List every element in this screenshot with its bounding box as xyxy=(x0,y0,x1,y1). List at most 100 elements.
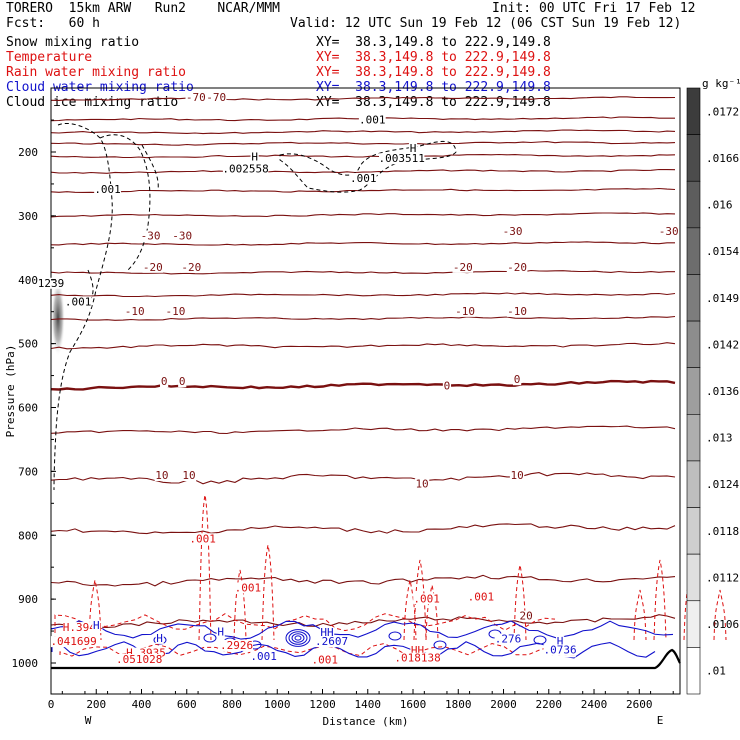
temperature-label: 20 xyxy=(520,610,533,623)
x-tick-label: 2600 xyxy=(626,698,653,711)
rain-label-bg xyxy=(394,652,441,664)
x-tick-label: 2400 xyxy=(581,698,608,711)
rain-label: .001 xyxy=(468,590,495,603)
colorbar-segment xyxy=(686,320,701,368)
y-tick-label: 600 xyxy=(18,402,38,415)
x-tick-label: 0 xyxy=(48,698,55,711)
temperature-contour xyxy=(50,168,676,174)
colorbar-segment xyxy=(686,460,701,508)
temperature-contour xyxy=(50,153,676,159)
temperature-contour xyxy=(50,614,676,629)
temperature-contour xyxy=(50,292,676,298)
cloud-water-label: .0736 xyxy=(544,643,577,656)
ice-label: .003511 xyxy=(379,152,425,165)
field-xy-rain: XY= 38.3,149.8 to 222.9,149.8 xyxy=(316,65,551,80)
ice-label-bg xyxy=(222,163,269,175)
rain-label-bg xyxy=(467,591,495,603)
temperature-contour xyxy=(50,129,676,135)
temperature-label: 0 xyxy=(514,373,521,386)
temperature-label-bg xyxy=(414,478,430,490)
cloud-water-label-bg xyxy=(319,627,335,639)
temperature-label-bg xyxy=(185,91,207,103)
x-tick-label: 800 xyxy=(222,698,242,711)
colorbar-segment xyxy=(686,227,701,275)
cloud-water-contour xyxy=(288,631,308,645)
y-tick-label: 800 xyxy=(18,529,38,542)
cloud-water-label: .001 xyxy=(250,650,277,663)
rain-label: .001 xyxy=(235,581,262,594)
temperature-label: -10 xyxy=(125,305,145,318)
colorbar-tick-label: .0118 xyxy=(706,525,739,538)
header-valid: Valid: 12 UTC Sun 19 Feb 12 (06 CST Sun … xyxy=(290,16,682,31)
temperature-label-bg xyxy=(509,470,525,482)
cloud-water-contour xyxy=(388,631,402,641)
endpoint-east: E xyxy=(657,714,664,727)
colorbar-unit: g kg⁻¹ xyxy=(702,77,740,90)
y-axis-label: Pressure (hPa) xyxy=(4,345,17,438)
temperature-label-bg xyxy=(454,305,476,317)
colorbar-segment xyxy=(686,180,701,229)
y-tick-label: 1000 xyxy=(12,657,39,670)
rain-label: .051028 xyxy=(116,653,162,666)
colorbar-tick-label: .0142 xyxy=(706,338,739,351)
colorbar-segment xyxy=(686,414,701,462)
temperature-label: -20 xyxy=(507,261,527,274)
cloud-water-label: HH xyxy=(320,626,333,639)
temperature-label-bg xyxy=(452,261,474,273)
temperature-contour xyxy=(50,379,676,391)
colorbar-tick-label: .013 xyxy=(706,432,733,445)
ice-label: .002558 xyxy=(222,162,268,175)
cloud-water-contour xyxy=(291,633,305,643)
temperature-label-bg xyxy=(506,305,528,317)
x-tick-label: 600 xyxy=(177,698,197,711)
field-xy-snow: XY= 38.3,149.8 to 222.9,149.8 xyxy=(316,35,551,50)
snow-contour xyxy=(99,134,151,271)
temperature-label: -10 xyxy=(166,305,186,318)
rain-contour xyxy=(54,613,556,640)
cloud-water-label: H xyxy=(217,626,224,639)
temperature-label-bg xyxy=(180,261,202,273)
snow-label: .001 xyxy=(65,295,92,308)
temperature-label-bg xyxy=(518,610,534,622)
x-tick-label: 200 xyxy=(86,698,106,711)
temperature-label: -30 xyxy=(503,225,523,238)
temperature-contour xyxy=(50,523,676,535)
rain-label-bg xyxy=(311,654,339,666)
snow-label-bg xyxy=(64,296,92,308)
cloud-water-contour xyxy=(203,633,217,643)
cloud-water-label-bg xyxy=(216,626,225,638)
temperature-label: -20 xyxy=(453,261,473,274)
temperature-label: -70 xyxy=(206,91,226,104)
cloud-water-label: H xyxy=(93,619,100,632)
cloud-water-label: .276 xyxy=(495,633,522,646)
snow-label: .001 xyxy=(94,183,121,196)
rain-label: .001 xyxy=(413,592,440,605)
plot-frame xyxy=(50,87,681,695)
x-tick-label: 1400 xyxy=(355,698,382,711)
y-tick-label: 400 xyxy=(18,274,38,287)
field-xy-temperature: XY= 38.3,149.8 to 222.9,149.8 xyxy=(316,50,551,65)
x-tick-label: 1800 xyxy=(445,698,472,711)
rain-label-bg xyxy=(63,622,103,634)
colorbar-segment xyxy=(686,274,701,322)
rain-label-bg xyxy=(234,582,262,594)
cloud-water-label: .2607 xyxy=(315,635,348,648)
cloud-water-label-bg xyxy=(155,632,164,644)
cloud-water-label: H xyxy=(156,632,163,645)
temperature-label: -20 xyxy=(181,261,201,274)
rain-contour xyxy=(233,569,247,641)
temperature-contour xyxy=(50,472,676,485)
temperature-contour xyxy=(50,269,675,275)
rain-label: .041699 xyxy=(50,635,96,648)
ice-label: 1239 xyxy=(38,277,65,290)
temperature-label: -30 xyxy=(659,225,679,238)
temperature-label: 0 xyxy=(161,375,168,388)
y-tick-label: 900 xyxy=(18,593,38,606)
colorbar-tick-label: .016 xyxy=(706,199,733,212)
rain-label-bg xyxy=(410,645,425,657)
temperature-label-bg xyxy=(658,226,679,238)
snow-shade xyxy=(51,280,65,356)
temperature-contour xyxy=(50,141,676,146)
endpoint-west: W xyxy=(85,714,92,727)
x-tick-label: 1000 xyxy=(264,698,291,711)
